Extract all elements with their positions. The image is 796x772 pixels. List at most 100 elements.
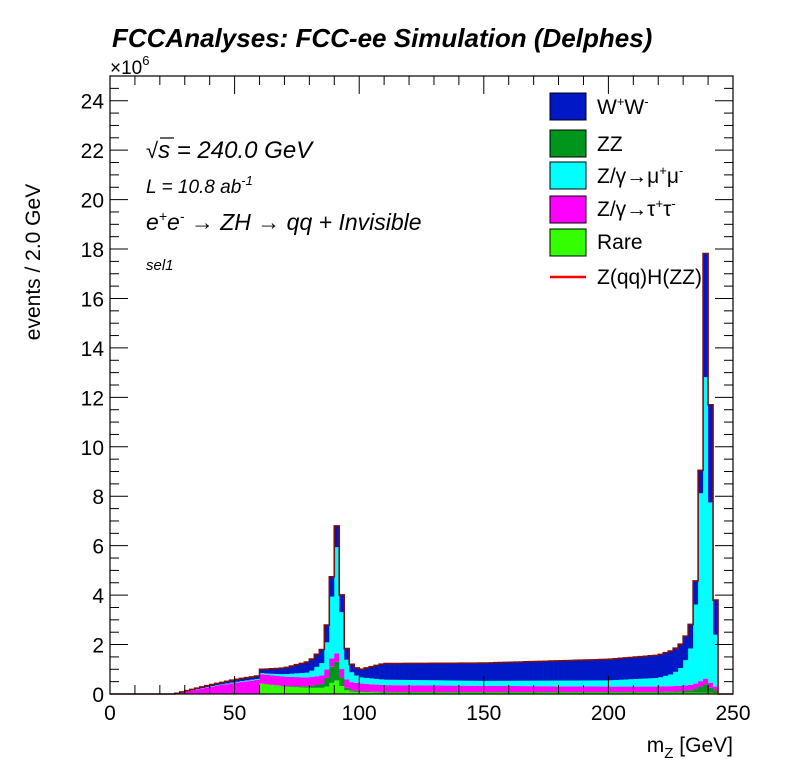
histogram-bin-segment: [344, 690, 350, 694]
histogram-bin-segment: [668, 674, 674, 687]
y-tick-label: 10: [81, 437, 104, 460]
histogram-bin-segment: [498, 662, 505, 681]
histogram-bin-segment: [394, 663, 400, 680]
histogram-bin-segment: [468, 663, 475, 681]
svg-text:√s = 240.0 GeV: √s = 240.0 GeV: [146, 137, 314, 164]
histogram-bin-segment: [663, 692, 669, 694]
histogram-bin-segment: [573, 686, 579, 693]
histogram-bin-segment: [678, 692, 684, 694]
histogram-bin-segment: [558, 692, 564, 694]
histogram-bin-segment: [708, 404, 714, 503]
histogram-bin-segment: [623, 679, 629, 687]
histogram-bin-segment: [668, 686, 674, 692]
histogram-bin-segment: [249, 680, 255, 694]
histogram-bin-segment: [573, 680, 579, 687]
histogram-bin-segment: [693, 604, 699, 684]
histogram-bin-segment: [698, 470, 704, 494]
histogram-bin-segment: [458, 692, 465, 694]
histogram-bin-segment: [284, 676, 290, 687]
histogram-bin-segment: [648, 655, 654, 679]
histogram-bin-segment: [658, 654, 664, 678]
histogram-bin-segment: [448, 692, 455, 694]
histogram-bin-segment: [309, 677, 315, 686]
histogram-bin-segment: [269, 668, 275, 674]
histogram-bin-segment: [603, 680, 609, 687]
histogram-bin-segment: [354, 690, 360, 692]
y-tick-label: 24: [81, 91, 105, 114]
histogram-bin-segment: [518, 686, 524, 693]
histogram-bin-segment: [254, 679, 260, 694]
histogram-bin-segment: [209, 686, 215, 687]
x-tick-label: 0: [104, 702, 116, 725]
histogram-bin-segment: [329, 658, 335, 667]
histogram-bin-segment: [513, 686, 519, 693]
histogram-bin-segment: [304, 677, 310, 687]
histogram-bin-segment: [703, 253, 709, 378]
histogram-bin-segment: [528, 680, 534, 687]
histogram-bin-segment: [603, 686, 609, 693]
histogram-bin-segment: [493, 685, 500, 693]
histogram-bin-segment: [643, 656, 649, 679]
histogram-bin-segment: [623, 692, 629, 694]
histogram-outline: [110, 252, 733, 695]
histogram-bin-segment: [603, 659, 609, 681]
histogram-bin-segment: [224, 681, 230, 684]
histogram-bin-segment: [713, 690, 719, 694]
y-tick-label: 2: [92, 635, 104, 658]
histogram-bin-segment: [264, 669, 270, 674]
histogram-bin-segment: [428, 692, 435, 694]
histogram-bin-segment: [488, 692, 495, 694]
histogram-bin-segment: [463, 680, 470, 686]
histogram-bin-segment: [269, 673, 275, 676]
histogram-bin-segment: [289, 666, 295, 674]
histogram-bin-segment: [598, 680, 604, 687]
histogram-bin-segment: [528, 661, 534, 681]
histogram-bin-segment: [478, 680, 485, 686]
legend-swatch-rare: [549, 228, 587, 257]
energy-s: s: [158, 137, 170, 164]
histogram-bin-segment: [309, 685, 315, 688]
histogram-bin-segment: [314, 654, 320, 667]
histogram-bin-segment: [533, 661, 539, 681]
histogram-bin-segment: [259, 672, 265, 675]
histogram-bin-segment: [289, 676, 295, 687]
histogram-bin-segment: [483, 685, 490, 693]
histogram-bin-segment: [453, 663, 460, 681]
histogram-bin-segment: [339, 686, 345, 694]
histogram-bin-segment: [703, 684, 709, 693]
process-annotation: e+e- → ZH → qq + Invisible: [146, 208, 422, 235]
histogram-bin-segment: [334, 680, 340, 694]
histogram-bin-segment: [453, 692, 460, 694]
histogram-bin-segment: [553, 680, 559, 687]
histogram-bin-segment: [603, 692, 609, 694]
histogram-bin-segment: [463, 663, 470, 681]
histogram-bin-segment: [274, 668, 280, 674]
histogram-bin-segment: [359, 691, 365, 693]
histogram-bin-segment: [473, 663, 480, 681]
histogram-bin-segment: [513, 692, 519, 694]
histogram-bin-segment: [453, 685, 460, 693]
histogram-bin-segment: [304, 687, 310, 694]
histogram-bin-segment: [688, 684, 694, 691]
histogram-bin-segment: [473, 692, 480, 694]
histogram-stack: [174, 253, 719, 694]
histogram-bin-segment: [713, 600, 719, 635]
histogram-bin-segment: [414, 663, 420, 681]
histogram-bin-segment: [658, 691, 664, 693]
histogram-bin-segment: [528, 686, 534, 693]
histogram-bin-segment: [478, 663, 485, 681]
histogram-bin-segment: [254, 679, 260, 680]
histogram-bin-segment: [254, 676, 260, 680]
histogram-bin-segment: [199, 688, 205, 694]
histogram-bin-segment: [244, 681, 250, 694]
histogram-bin-segment: [553, 692, 559, 694]
histogram-bin-segment: [289, 686, 295, 694]
histogram-bin-segment: [394, 679, 400, 686]
multiplier-exponent: 6: [142, 53, 149, 68]
histogram-bin-segment: [633, 692, 639, 694]
histogram-bin-segment: [319, 663, 325, 676]
histogram-bin-segment: [563, 686, 569, 693]
histogram-bin-segment: [344, 659, 350, 680]
histogram-bin-segment: [274, 675, 280, 686]
